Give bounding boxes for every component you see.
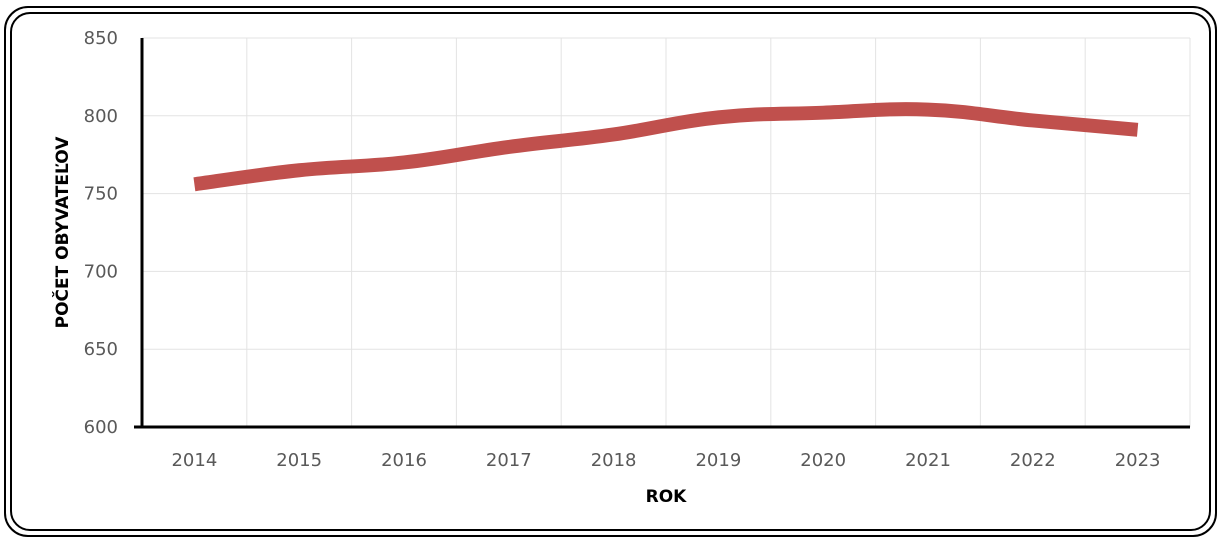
x-tick-label: 2014	[171, 450, 217, 471]
data-point	[1032, 119, 1034, 121]
x-tick-label: 2022	[1010, 450, 1056, 471]
data-point	[298, 169, 300, 171]
y-tick-label: 650	[84, 339, 118, 360]
y-tick-label: 600	[84, 417, 118, 438]
x-tick-label: 2019	[695, 450, 741, 471]
x-tick-label: 2016	[381, 450, 427, 471]
data-point	[717, 116, 719, 118]
data-point	[822, 112, 824, 114]
data-point	[508, 146, 510, 148]
y-tick-label: 750	[84, 184, 118, 205]
axes	[134, 38, 1190, 429]
y-tick-label: 800	[84, 106, 118, 127]
x-tick-label: 2015	[276, 450, 322, 471]
x-axis-title: ROK	[646, 487, 688, 507]
y-tick-label: 850	[84, 28, 118, 49]
x-tick-label: 2021	[905, 450, 951, 471]
x-tick-label: 2023	[1115, 450, 1161, 471]
y-tick-labels: 600 650 700 750 800 850	[84, 28, 118, 438]
data-point	[927, 109, 929, 111]
data-point	[613, 133, 615, 135]
x-tick-label: 2017	[486, 450, 532, 471]
chart-frame-outer	[4, 6, 1217, 537]
x-tick-labels: 2014 2015 2016 2017 2018 2019 2020 2021 2022 2023	[171, 450, 1160, 471]
gridlines	[141, 37, 1191, 428]
y-tick-label: 700	[84, 261, 118, 282]
chart-frame-inner	[10, 12, 1211, 531]
data-point	[1137, 129, 1139, 131]
x-tick-label: 2018	[591, 450, 637, 471]
data-point	[403, 161, 405, 163]
x-tick-label: 2020	[800, 450, 846, 471]
series-line	[193, 102, 1139, 192]
y-axis-title: POČET OBYVATEĽOV	[51, 136, 73, 329]
series-layer	[193, 102, 1139, 192]
data-point	[193, 183, 195, 185]
